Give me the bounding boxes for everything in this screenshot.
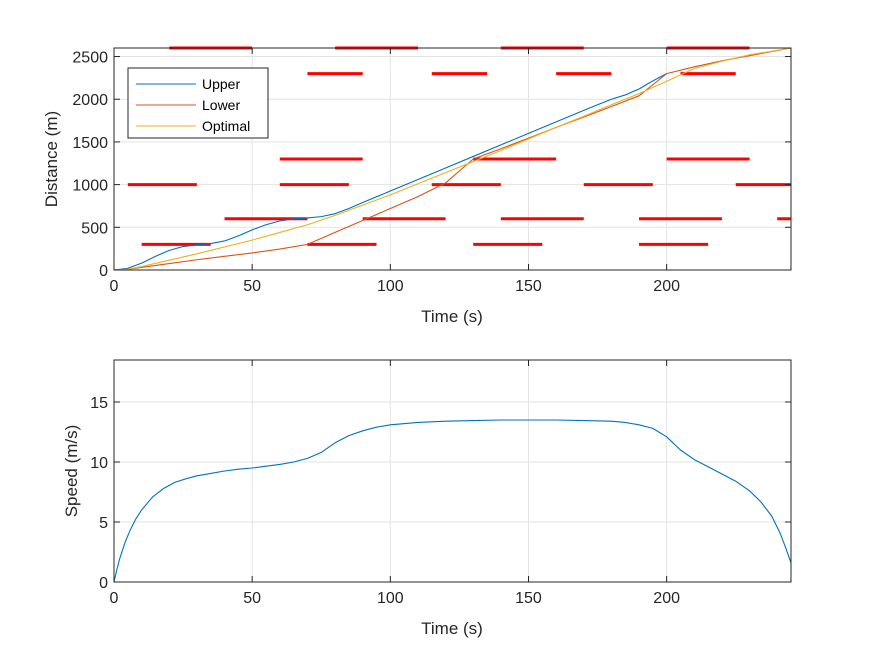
legend: Upper Lower Optimal [127, 67, 269, 139]
speed-y-tick-label: 15 [90, 395, 108, 412]
distance-y-tick-label: 2000 [72, 92, 108, 109]
distance-x-tick-label: 50 [243, 278, 261, 295]
speed-plot-area [114, 360, 791, 582]
speed-y-tick-label: 0 [99, 575, 108, 592]
distance-x-tick-label: 100 [377, 278, 404, 295]
distance-y-tick-label: 500 [81, 220, 108, 237]
legend-label-upper: Upper [202, 76, 240, 92]
speed-x-tick-label: 0 [110, 590, 119, 607]
distance-series [113, 47, 792, 271]
distance-x-axis-label: Time (s) [421, 307, 483, 326]
optimal-line [113, 47, 792, 271]
speed-x-axis-label: Time (s) [421, 619, 483, 638]
speed-x-tick-label: 50 [243, 590, 261, 607]
distance-y-tick-label: 1500 [72, 135, 108, 152]
speed-y-axis-label: Speed (m/s) [62, 425, 81, 518]
distance-x-tick-label: 200 [653, 278, 680, 295]
speed-y-tick-label: 5 [99, 515, 108, 532]
distance-x-tick-label: 150 [515, 278, 542, 295]
distance-y-tick-label: 1000 [72, 178, 108, 195]
speed-chart: 0 50 100 150 200 0 5 10 15 Time (s) Speed (m/s) [62, 359, 792, 638]
speed-x-tick-label: 200 [653, 590, 680, 607]
speed-x-tick-label: 150 [515, 590, 542, 607]
distance-x-tick-label: 0 [110, 278, 119, 295]
speed-ticks: 0 50 100 150 200 0 5 10 15 [90, 360, 791, 607]
distance-y-axis-label: Distance (m) [42, 111, 61, 207]
distance-axes-box [113, 47, 792, 271]
distance-y-tick-label: 2500 [72, 50, 108, 67]
speed-axes-box [113, 359, 792, 583]
legend-label-lower: Lower [202, 97, 240, 113]
speed-y-tick-label: 10 [90, 455, 108, 472]
speed-line [113, 419, 792, 583]
upper-line [113, 73, 667, 271]
distance-y-tick-label: 0 [99, 263, 108, 280]
speed-x-tick-label: 100 [377, 590, 404, 607]
lower-line [113, 47, 792, 271]
legend-label-optimal: Optimal [202, 118, 250, 134]
speed-series [113, 419, 792, 583]
